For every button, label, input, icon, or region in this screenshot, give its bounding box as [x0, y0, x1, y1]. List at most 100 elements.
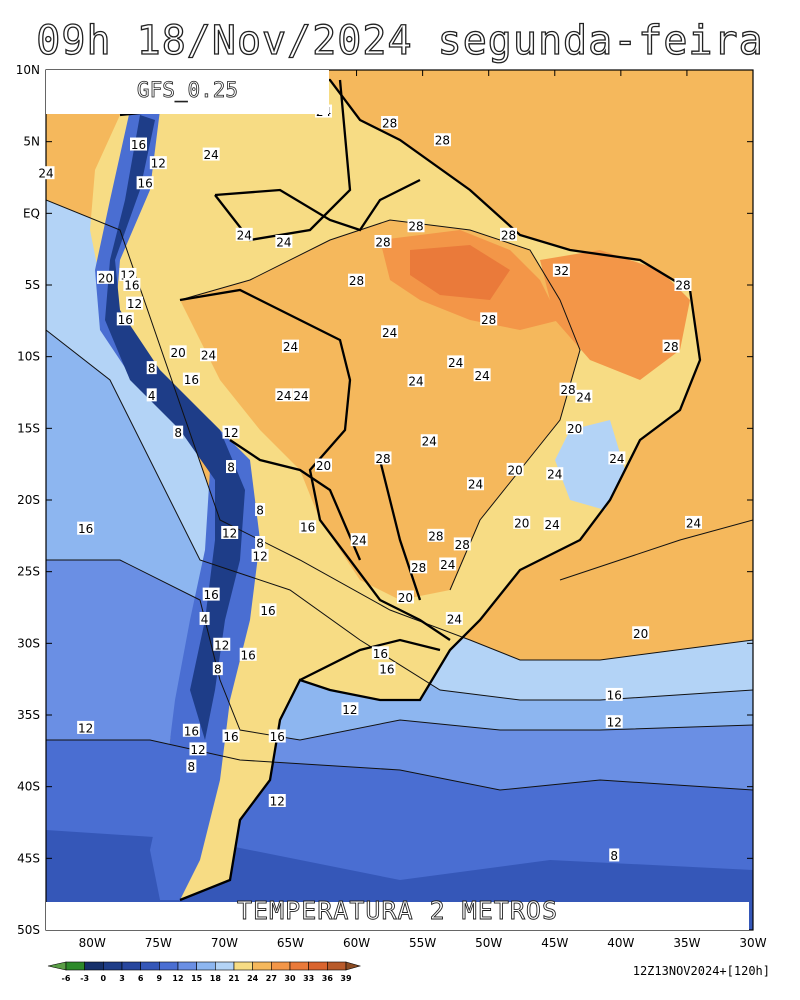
contour-label-bg — [374, 235, 392, 248]
contour-label: 16 — [184, 724, 199, 738]
contour-label-bg — [275, 388, 293, 402]
contour-label-bg — [420, 434, 438, 448]
forecast-time-title: 09h 18/Nov/2024 segunda-feira — [36, 17, 764, 64]
colorbar-swatch — [233, 961, 253, 971]
contour-label: 12 — [270, 795, 285, 809]
contour-label: 8 — [214, 663, 222, 677]
contour-label: 28 — [675, 279, 690, 293]
contour-label: 24 — [352, 534, 367, 548]
colorbar-tick-label: 30 — [284, 974, 296, 983]
contour-label: 16 — [223, 730, 238, 744]
contour-label: 12 — [252, 549, 267, 563]
contour-label: 12 — [78, 721, 93, 735]
contour-label: 24 — [237, 228, 252, 242]
contour-label: 12 — [607, 716, 622, 730]
contour-label-bg — [575, 389, 593, 403]
contour-label: 16 — [260, 604, 275, 618]
contour-label: 16 — [118, 313, 133, 327]
contour-label: 16 — [204, 588, 219, 602]
contour-label: 24 — [686, 516, 701, 530]
colorbar-tick-label: 12 — [172, 974, 183, 983]
contour-label: 20 — [567, 422, 582, 436]
cool-southeast-highlands — [555, 420, 625, 510]
contour-label-bg — [674, 278, 692, 291]
lon-tick-label: 35W — [673, 936, 700, 950]
contour-label: 24 — [474, 369, 489, 383]
lat-tick-label: 20S — [17, 493, 40, 507]
colorbar-swatch — [252, 961, 272, 971]
colorbar-low-arrow — [47, 961, 67, 971]
colorbar-tick-label: -3 — [80, 974, 89, 983]
contour-label-bg — [173, 425, 184, 439]
lat-tick-label: 5S — [25, 278, 40, 292]
lat-tick-label: 25S — [17, 565, 40, 579]
contour-label: 24 — [448, 356, 463, 370]
contour-label: 24 — [547, 468, 562, 482]
colorbar-tick-label: 6 — [138, 974, 144, 983]
contour-label-bg — [500, 227, 518, 241]
colorbar-tick-label: 39 — [340, 974, 352, 983]
colorbar-tick-label: -6 — [62, 974, 71, 983]
contour-label: 28 — [481, 313, 496, 327]
contour-label: 28 — [501, 228, 516, 242]
lon-tick-label: 65W — [277, 936, 304, 950]
colorbar-swatch — [140, 961, 160, 971]
lon-tick-label: 40W — [607, 936, 634, 950]
contour-label-bg — [506, 462, 524, 476]
contour-label-bg — [513, 515, 531, 529]
contour-label-bg — [202, 587, 220, 601]
contour-label: 8 — [227, 461, 235, 475]
contour-label-bg — [447, 355, 465, 369]
contour-label: 16 — [124, 279, 139, 293]
contour-label-bg — [407, 219, 425, 233]
colorbar-tick-label: 15 — [191, 974, 203, 983]
contour-label-bg — [552, 263, 570, 277]
contour-label-bg — [200, 348, 218, 362]
lat-tick-label: 30S — [17, 636, 40, 650]
lat-tick-label: 40S — [17, 780, 40, 794]
colorbar-tick-label: 18 — [210, 974, 222, 983]
contour-label-bg — [566, 421, 584, 435]
contour-label-bg — [275, 235, 293, 248]
colorbar-swatch — [196, 961, 216, 971]
contour-label-bg — [116, 312, 134, 326]
contour-label-bg — [381, 116, 399, 130]
lat-tick-label: 45S — [17, 851, 40, 865]
contour-label: 12 — [127, 297, 142, 311]
contour-label-bg — [146, 388, 157, 402]
contour-label: 28 — [411, 561, 426, 575]
contour-label-bg — [222, 425, 240, 439]
contour-label: 12 — [223, 426, 238, 440]
contour-label: 16 — [300, 521, 315, 535]
colorbar: -6 -3 0 3 6 9 12 15 18 21 24 27 30 33 36 39 — [47, 961, 362, 983]
contour-label-bg — [202, 147, 220, 161]
contour-label: 28 — [435, 134, 450, 148]
contour-label: 20 — [98, 271, 113, 285]
colorbar-swatch — [65, 961, 85, 971]
colorbar-tick-label: 33 — [303, 974, 314, 983]
colorbar-swatch — [159, 961, 179, 971]
political-borders — [119, 78, 702, 902]
contour-label-bg — [77, 720, 95, 734]
contour-label: 24 — [283, 340, 298, 354]
lon-tick-label: 45W — [541, 936, 568, 950]
very-hot-northeast-region — [540, 250, 690, 380]
contour-label: 24 — [576, 390, 591, 404]
contour-label-bg — [427, 528, 445, 542]
contour-label-bg — [182, 723, 200, 737]
contour-label-bg — [609, 848, 620, 862]
lon-tick-label: 55W — [409, 936, 436, 950]
lat-tick-label: 35S — [17, 708, 40, 722]
contour-label: 20 — [633, 627, 648, 641]
contour-label-bg — [169, 345, 187, 359]
lat-tick-label: 10S — [17, 350, 40, 364]
contour-label-bg — [445, 611, 463, 625]
contour-label-bg — [453, 537, 471, 551]
colorbar-swatch — [103, 961, 123, 971]
contour-label: 16 — [131, 138, 146, 152]
contour-label-bg — [685, 515, 703, 529]
contour-label-bg — [268, 794, 286, 807]
colorbar-swatch — [215, 961, 235, 971]
contour-label-bg — [213, 637, 231, 651]
